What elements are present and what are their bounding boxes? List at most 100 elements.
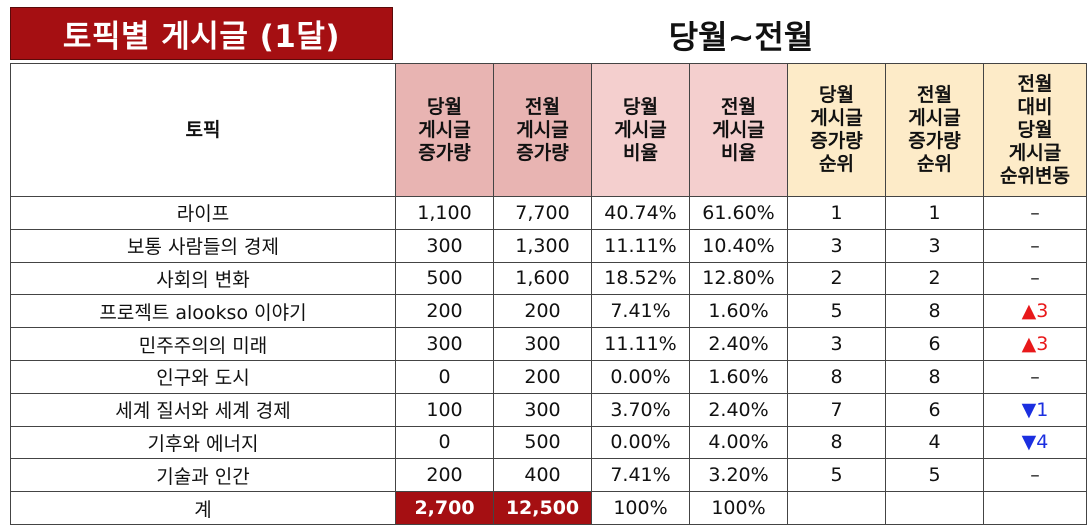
cell-rank-change[interactable]: – [983,196,1087,230]
header-rank-change[interactable]: 전월 대비 당월 게시글 순위변동 [983,63,1087,197]
header-cur-ratio[interactable]: 당월 게시글 비율 [591,63,690,197]
header-cur-rank[interactable]: 당월 게시글 증가량 순위 [787,63,886,197]
cell-prev-rank[interactable]: 5 [885,458,984,493]
header-prev-count[interactable]: 전월 게시글 증가량 [493,63,592,197]
cell-prev-count[interactable]: 300 [493,327,592,361]
cell-prev-ratio[interactable]: 2.40% [689,327,788,361]
cell-topic[interactable]: 프로젝트 alookso 이야기 [10,294,396,329]
cell-cur-ratio[interactable]: 40.74% [591,196,690,230]
cell-cur-rank[interactable]: 1 [787,196,886,230]
header-prev-ratio[interactable]: 전월 게시글 비율 [689,63,788,197]
cell-prev-count[interactable]: 300 [493,392,592,427]
cell-cur-count[interactable]: 200 [395,294,494,329]
cell-prev-rank[interactable]: 1 [885,196,984,230]
cell-cur-rank[interactable]: 3 [787,228,886,263]
cell-prev-ratio[interactable]: 61.60% [689,196,788,230]
cell-cur-ratio[interactable]: 3.70% [591,392,690,427]
cell-prev-count[interactable]: 400 [493,458,592,493]
header-line: 순위 [819,153,854,175]
header-topic[interactable]: 토픽 [10,63,396,197]
total-empty[interactable] [885,491,984,525]
cell-cur-ratio[interactable]: 11.11% [591,228,690,263]
cell-cur-count[interactable]: 500 [395,261,494,296]
cell-prev-rank[interactable]: 2 [885,261,984,296]
header-prev-rank[interactable]: 전월 게시글 증가량 순위 [885,63,984,197]
cell-prev-ratio[interactable]: 12.80% [689,261,788,296]
total-label[interactable]: 계 [10,491,396,525]
cell-rank-change[interactable]: – [983,458,1087,493]
cell-topic[interactable]: 사회의 변화 [10,261,396,296]
header-cur-count[interactable]: 당월 게시글 증가량 [395,63,494,197]
cell-rank-change[interactable]: – [983,359,1087,394]
header-row: 토픽 당월 게시글 증가량 전월 게시글 증가량 당월 게시글 비율 전월 게시글 비율 당월 게… [10,63,1087,197]
header-line: 당월 [819,84,854,106]
cell-prev-count[interactable]: 1,300 [493,228,592,263]
cell-prev-ratio[interactable]: 2.40% [689,392,788,427]
cell-cur-count[interactable]: 100 [395,392,494,427]
cell-topic[interactable]: 기후와 에너지 [10,425,396,460]
cell-cur-count[interactable]: 0 [395,425,494,460]
cell-cur-ratio[interactable]: 18.52% [591,261,690,296]
cell-cur-ratio[interactable]: 7.41% [591,294,690,329]
total-prev-count[interactable]: 12,500 [493,491,592,525]
cell-cur-ratio[interactable]: 7.41% [591,458,690,493]
table-row: 사회의 변화 500 1,600 18.52% 12.80% 2 2– [10,261,1087,296]
cell-topic[interactable]: 인구와 도시 [10,359,396,394]
cell-cur-ratio[interactable]: 0.00% [591,359,690,394]
cell-prev-count[interactable]: 200 [493,359,592,394]
cell-topic[interactable]: 세계 질서와 세계 경제 [10,392,396,427]
header-line: 당월 [1017,118,1053,141]
total-cur-ratio[interactable]: 100% [591,491,690,525]
cell-rank-change[interactable]: – [983,228,1087,263]
cell-cur-rank[interactable]: 8 [787,425,886,460]
cell-rank-change[interactable]: ▼4 [983,425,1087,460]
cell-prev-ratio[interactable]: 1.60% [689,294,788,329]
cell-prev-ratio[interactable]: 10.40% [689,228,788,263]
cell-prev-rank[interactable]: 6 [885,392,984,427]
header-line: 대비 [1017,95,1053,118]
total-empty[interactable] [787,491,886,525]
cell-cur-count[interactable]: 1,100 [395,196,494,230]
cell-cur-count[interactable]: 300 [395,228,494,263]
cell-cur-count[interactable]: 300 [395,327,494,361]
cell-prev-count[interactable]: 1,600 [493,261,592,296]
cell-topic[interactable]: 라이프 [10,196,396,230]
cell-cur-count[interactable]: 200 [395,458,494,493]
total-prev-ratio[interactable]: 100% [689,491,788,525]
total-cur-count[interactable]: 2,700 [395,491,494,525]
cell-prev-rank[interactable]: 3 [885,228,984,263]
cell-rank-change[interactable]: – [983,261,1087,296]
total-empty[interactable] [983,491,1087,525]
cell-prev-rank[interactable]: 8 [885,294,984,329]
cell-prev-rank[interactable]: 8 [885,359,984,394]
cell-prev-ratio[interactable]: 3.20% [689,458,788,493]
cell-topic[interactable]: 기술과 인간 [10,458,396,493]
cell-prev-count[interactable]: 500 [493,425,592,460]
table-row: 민주주의의 미래 300 300 11.11% 2.40% 3 6 ▲3 [10,327,1087,361]
header-line: 증가량 [908,130,961,152]
table-row: 세계 질서와 세계 경제 100 300 3.70% 2.40% 7 6 ▼1 [10,392,1087,427]
cell-cur-ratio[interactable]: 11.11% [591,327,690,361]
cell-cur-rank[interactable]: 8 [787,359,886,394]
cell-prev-ratio[interactable]: 4.00% [689,425,788,460]
cell-cur-ratio[interactable]: 0.00% [591,425,690,460]
cell-prev-rank[interactable]: 6 [885,327,984,361]
cell-cur-rank[interactable]: 5 [787,294,886,329]
cell-topic[interactable]: 민주주의의 미래 [10,327,396,361]
cell-cur-rank[interactable]: 7 [787,392,886,427]
header-line: 게시글 [712,118,765,141]
header-line: 순위 [917,153,952,175]
cell-prev-count[interactable]: 200 [493,294,592,329]
cell-cur-count[interactable]: 0 [395,359,494,394]
cell-rank-change[interactable]: ▼1 [983,392,1087,427]
cell-rank-change[interactable]: ▲3 [983,294,1087,329]
cell-prev-rank[interactable]: 4 [885,425,984,460]
cell-prev-ratio[interactable]: 1.60% [689,359,788,394]
cell-rank-change[interactable]: ▲3 [983,327,1087,361]
cell-cur-rank[interactable]: 5 [787,458,886,493]
cell-cur-rank[interactable]: 3 [787,327,886,361]
cell-topic[interactable]: 보통 사람들의 경제 [10,228,396,263]
cell-prev-count[interactable]: 7,700 [493,196,592,230]
header-line: 당월 [427,95,462,118]
cell-cur-rank[interactable]: 2 [787,261,886,296]
